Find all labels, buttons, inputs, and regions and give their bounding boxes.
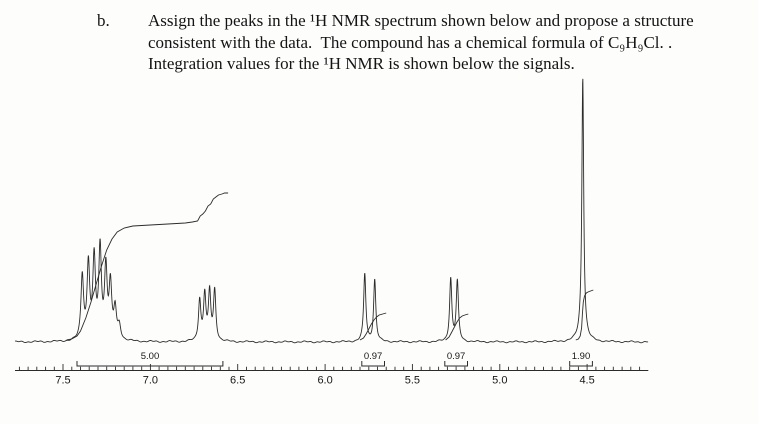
- integration-value-label: 1.90: [572, 351, 591, 362]
- question-line-1: Assign the peaks in the ¹H NMR spectrum …: [148, 11, 694, 30]
- x-axis: 7.5 7.0 6.5 6.0 5.5 5.0 4.5: [15, 364, 649, 387]
- axis-tick-label: 5.0: [492, 375, 507, 387]
- question-label: b.: [97, 11, 110, 30]
- integration-bracket: [361, 361, 385, 367]
- integration-value-label: 0.97: [447, 351, 466, 362]
- integration-value-label: 5.00: [141, 351, 160, 362]
- question-text: Assign the peaks in the ¹H NMR spectrum …: [148, 10, 694, 75]
- axis-tick-label: 7.5: [55, 375, 70, 387]
- integral-curve-aromatic-and-vinyl-CH: [66, 192, 229, 341]
- integration-bracket: [76, 361, 224, 367]
- axis-tick-label: 7.0: [143, 375, 158, 387]
- spectrum-trace: [14, 78, 649, 344]
- integration-bracket: [444, 361, 468, 367]
- axis-tick-label: 4.5: [579, 375, 594, 387]
- axis-tick-label: 6.5: [230, 375, 245, 387]
- integration-bracket: [569, 361, 593, 367]
- question-line-3: Integration values for the ¹H NMR is sho…: [148, 54, 575, 73]
- question-line-2: consistent with the data. The compound h…: [148, 32, 673, 52]
- integration-brackets: 5.00 0.97 0.97 1.90: [76, 351, 593, 367]
- integral-curve-CH2Cl: [575, 289, 594, 341]
- integral-curve-vinyl-H-cis: [445, 313, 469, 341]
- integral-curves: [66, 192, 594, 341]
- axis-tick-label: 5.5: [405, 375, 420, 387]
- integration-value-label: 0.97: [364, 351, 383, 362]
- axis-tick-label: 6.0: [317, 375, 332, 387]
